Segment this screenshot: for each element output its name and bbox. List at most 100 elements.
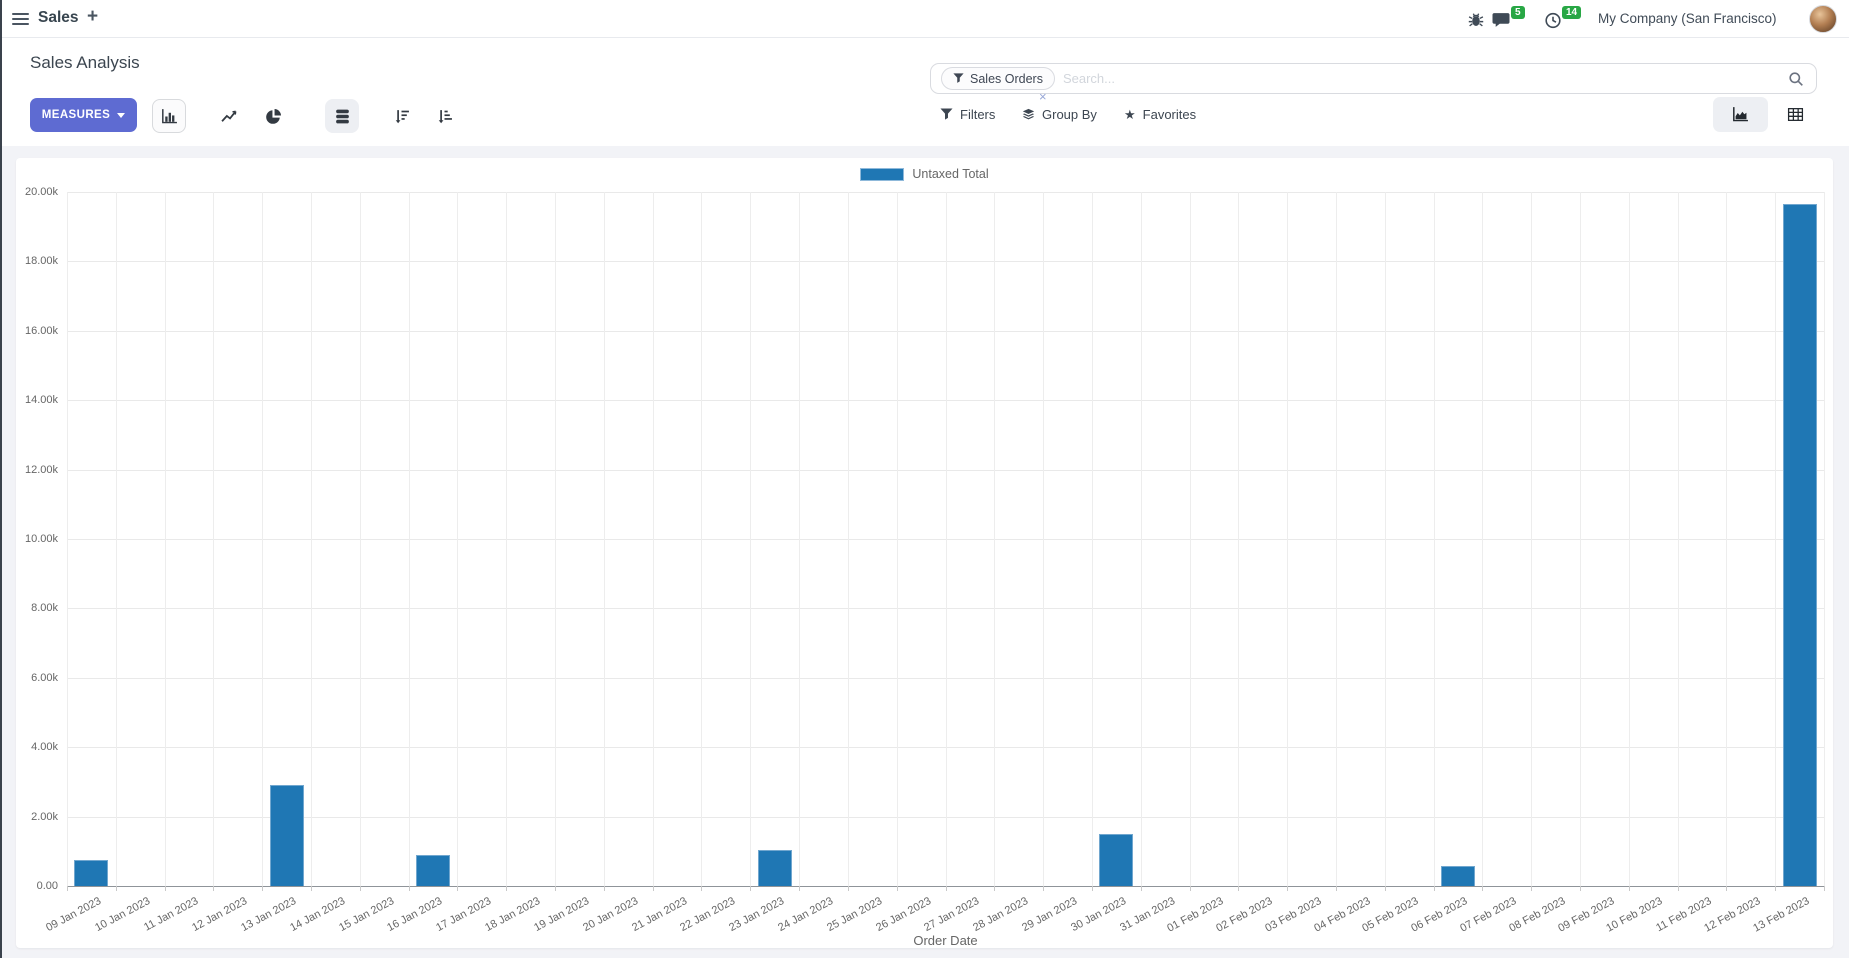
x-tick-label: 18 Jan 2023 [483, 895, 543, 935]
x-gridline [1091, 192, 1093, 886]
chart-bar[interactable] [1440, 865, 1475, 886]
chart-bar[interactable] [1782, 203, 1817, 886]
x-gridline [311, 192, 313, 886]
x-tickmark [701, 886, 703, 891]
x-gridline [506, 192, 508, 886]
y-tick-label: 16.00k [24, 324, 58, 337]
sort-ascending-button[interactable] [427, 99, 461, 133]
stacked-toggle-button[interactable] [325, 99, 359, 133]
x-tickmark [555, 886, 557, 891]
pivot-view-button[interactable] [1768, 97, 1823, 132]
messages-icon[interactable] [1492, 12, 1510, 29]
company-switcher[interactable]: My Company (San Francisco) [1598, 11, 1777, 26]
x-gridline [457, 192, 459, 886]
window-edge [0, 0, 2, 958]
sort-descending-icon [395, 109, 409, 123]
search-bar[interactable]: Sales Orders × [930, 63, 1817, 103]
plus-icon[interactable]: + [87, 6, 99, 27]
sort-descending-button[interactable] [384, 99, 418, 133]
search-icon[interactable] [1788, 71, 1804, 87]
x-tickmark [945, 886, 947, 891]
favorites-button[interactable]: ★ Favorites [1124, 98, 1196, 131]
y-tick-label: 14.00k [24, 394, 58, 407]
pie-chart-icon [265, 108, 281, 124]
x-tickmark [1628, 886, 1630, 891]
filters-button[interactable]: Filters [940, 98, 995, 131]
x-gridline [652, 192, 654, 886]
x-tickmark [1335, 886, 1337, 891]
x-gridline [1628, 192, 1630, 886]
x-tick-label: 29 Jan 2023 [1020, 895, 1080, 935]
x-tick-label: 25 Jan 2023 [824, 895, 884, 935]
x-tick-label: 12 Jan 2023 [190, 895, 250, 935]
stacked-icon [335, 109, 349, 123]
chart-bar[interactable] [269, 785, 304, 886]
chart-bar[interactable] [416, 855, 451, 886]
x-tick-label: 24 Jan 2023 [776, 895, 836, 935]
x-tickmark [1238, 886, 1240, 891]
x-gridline [213, 192, 215, 886]
area-chart-icon [1733, 107, 1748, 122]
x-gridline [1140, 192, 1142, 886]
x-gridline [1677, 192, 1679, 886]
filter-funnel-icon [953, 73, 964, 83]
x-gridline [945, 192, 947, 886]
control-panel: Sales Analysis MEASURES Sales Ord [0, 38, 1849, 146]
x-gridline [1287, 192, 1289, 886]
x-gridline [1043, 192, 1045, 886]
x-gridline [603, 192, 605, 886]
x-gridline [994, 192, 996, 886]
line-chart-type-button[interactable] [212, 99, 246, 133]
measures-button[interactable]: MEASURES [30, 98, 137, 132]
pie-chart-type-button[interactable] [256, 99, 290, 133]
x-tickmark [506, 886, 508, 891]
x-tickmark [213, 886, 215, 891]
search-facet-sales-orders[interactable]: Sales Orders [941, 67, 1055, 90]
x-gridline [359, 192, 361, 886]
x-tickmark [1579, 886, 1581, 891]
x-tick-label: 30 Jan 2023 [1068, 895, 1128, 935]
graph-view-button[interactable] [1713, 97, 1768, 132]
x-gridline [1238, 192, 1240, 886]
x-tick-label: 28 Jan 2023 [971, 895, 1031, 935]
messages-count-badge[interactable]: 5 [1511, 6, 1525, 19]
chart-legend[interactable]: Untaxed Total [16, 167, 1833, 181]
x-gridline [67, 192, 68, 886]
x-tickmark [1726, 886, 1728, 891]
x-tickmark [603, 886, 605, 891]
x-tickmark [750, 886, 752, 891]
x-tickmark [359, 886, 361, 891]
group-by-button[interactable]: Group By [1022, 98, 1097, 131]
x-tickmark [1482, 886, 1484, 891]
legend-label: Untaxed Total [912, 167, 989, 181]
x-tickmark [408, 886, 410, 891]
star-icon: ★ [1124, 107, 1136, 122]
legend-swatch [860, 167, 905, 181]
user-avatar[interactable] [1809, 5, 1837, 33]
x-tickmark [994, 886, 996, 891]
facet-remove-icon[interactable]: × [1039, 89, 1047, 104]
x-gridline [1726, 192, 1728, 886]
activities-count-badge[interactable]: 14 [1562, 6, 1582, 19]
x-tickmark [164, 886, 166, 891]
search-input[interactable] [1062, 71, 1782, 86]
chart-bar[interactable] [74, 859, 109, 886]
bar-chart-icon [161, 108, 177, 123]
chart-bar[interactable] [757, 850, 792, 886]
x-gridline [750, 192, 752, 886]
app-name-sales[interactable]: Sales [38, 9, 79, 26]
x-tick-label: 23 Jan 2023 [727, 895, 787, 935]
activities-clock-icon[interactable] [1544, 12, 1562, 29]
y-tick-label: 4.00k [31, 741, 58, 754]
bar-chart-type-button[interactable] [152, 99, 186, 133]
x-tickmark [847, 886, 849, 891]
chart-bar[interactable] [1099, 833, 1134, 886]
apps-menu-icon[interactable] [12, 13, 29, 25]
pivot-grid-icon [1787, 108, 1804, 121]
graph-view-card: Untaxed Total 0.00 2.00k 4.00k 6.00k 8.00k 10… [16, 158, 1833, 948]
debug-bug-icon[interactable] [1467, 11, 1485, 28]
top-navbar: Sales + 5 14 My Company (San Francisco) [0, 0, 1849, 38]
x-tickmark [1775, 886, 1777, 891]
x-tickmark [1824, 886, 1825, 891]
